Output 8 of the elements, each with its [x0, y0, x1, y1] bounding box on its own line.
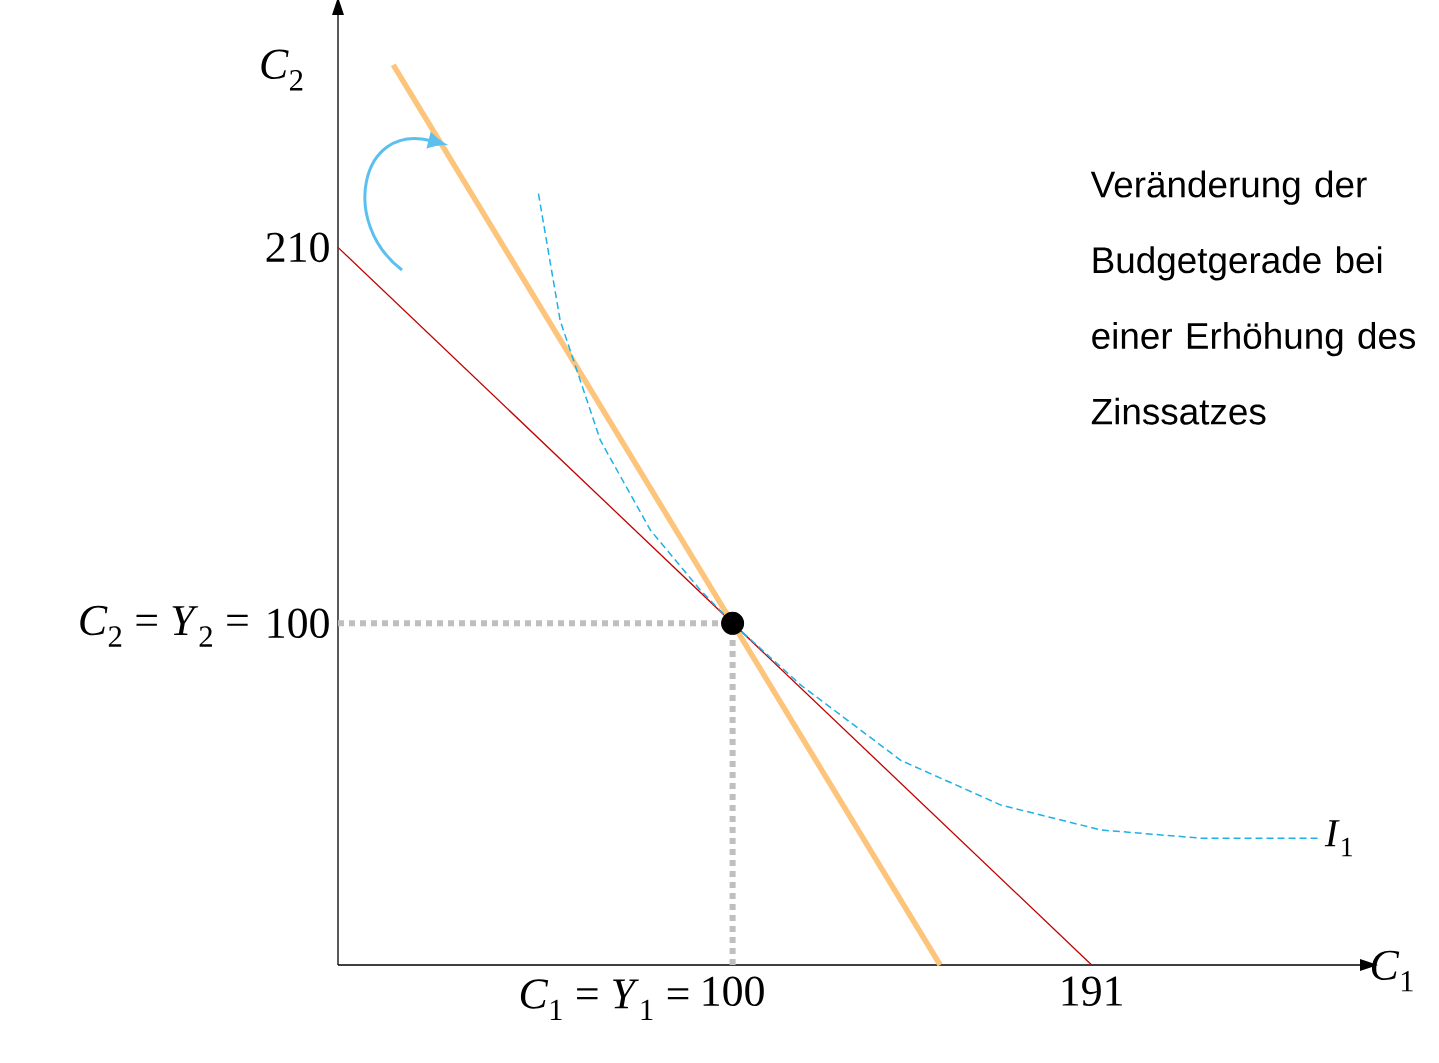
annotation: Veränderung der Budgetgerade bei einer Erhöhung des Zinssatzes: [1090, 170, 1416, 425]
y-tick-label: 210: [266, 232, 329, 263]
x-axis-title: C$_{1}$: [1371, 950, 1413, 992]
y-axis-title: C$_{2}$: [261, 49, 303, 91]
series-label: I$_{1}$: [1324, 820, 1352, 857]
text: C$_{1}$ = Y$_{1}$ =: [520, 979, 689, 1020]
text: C$_{2}$ = Y$_{2}$ =: [80, 605, 248, 647]
x-tick-label: 191: [1062, 976, 1122, 1006]
